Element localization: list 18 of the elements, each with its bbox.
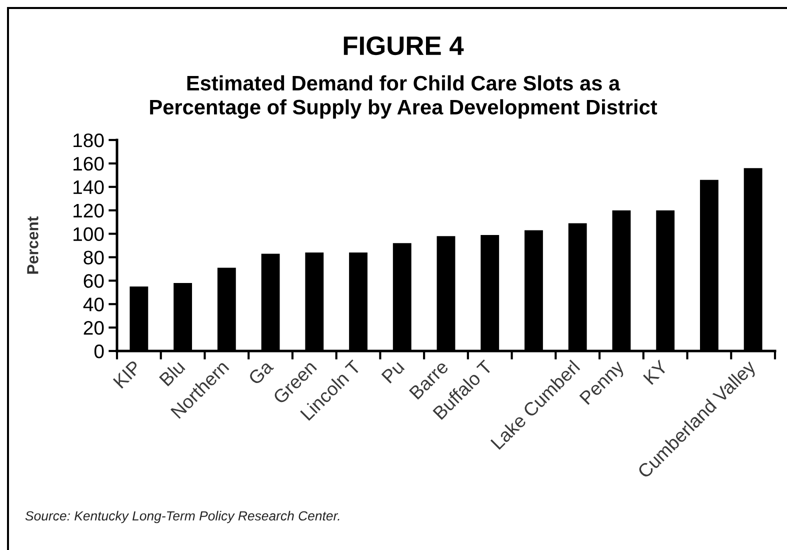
y-tick-label: 60 xyxy=(84,274,104,288)
x-tick-label: Pu xyxy=(381,360,405,384)
x-tick-label: KIP xyxy=(112,360,142,389)
y-tick-label: 20 xyxy=(84,321,104,335)
y-axis-title: Percent xyxy=(27,216,38,274)
chart-title: FIGURE 4 xyxy=(344,36,464,56)
y-tick-label: 160 xyxy=(74,156,104,171)
y-tick-label: 100 xyxy=(74,227,104,242)
y-tick-label: 140 xyxy=(74,180,104,194)
y-tick-label: 0 xyxy=(94,344,104,358)
y-tick-label: 120 xyxy=(74,204,104,218)
x-tick-label: KY xyxy=(643,359,668,385)
chart-subtitle: Estimated Demand for Child Care Slots as a Percentage of Supply by Area Development District xyxy=(150,75,658,119)
y-tick-label: 40 xyxy=(83,298,104,312)
source-note: Source: Kentucky Long-Term Policy Research Center. xyxy=(25,510,340,524)
y-tick-label: 80 xyxy=(84,250,104,264)
x-tick-label: Ga xyxy=(248,359,274,386)
y-tick-label: 180 xyxy=(74,133,104,148)
